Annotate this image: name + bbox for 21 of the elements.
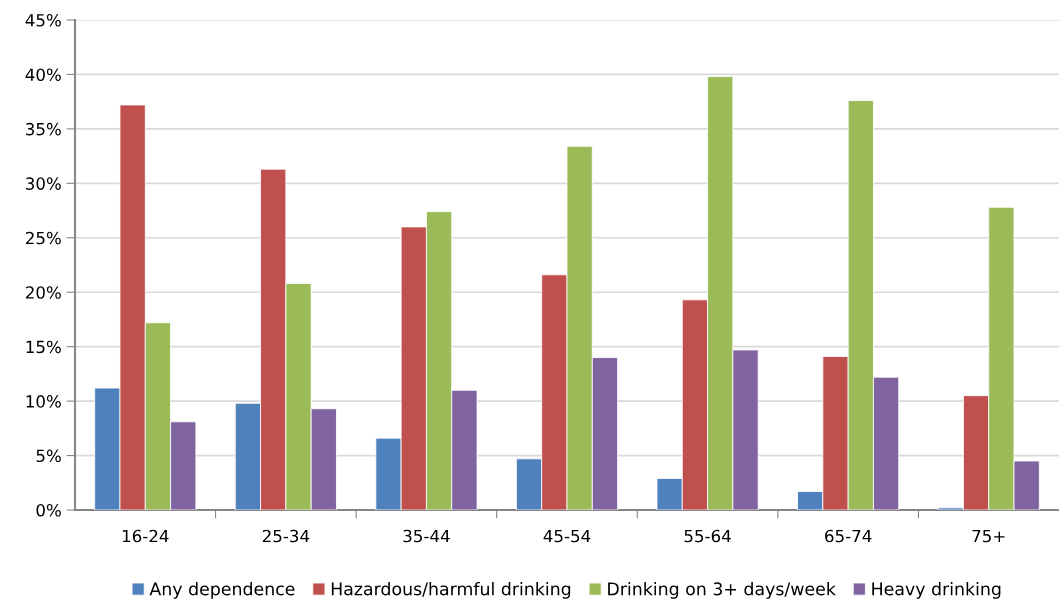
x-tick-label: 45-54: [543, 529, 591, 543]
legend-label: Any dependence: [149, 581, 295, 599]
y-tick-label: 30%: [26, 177, 61, 190]
x-tick-label: 55-64: [684, 529, 731, 543]
y-tick-label: 5%: [36, 449, 61, 463]
y-tick-label: 35%: [26, 122, 61, 136]
y-tick-label: 15%: [26, 340, 61, 354]
y-tick-label: 10%: [26, 395, 61, 408]
y-tick-label: 45%: [25, 13, 61, 27]
y-tick-label: 20%: [25, 286, 61, 299]
y-tick-label: 0%: [36, 503, 61, 517]
x-tick-label: 65-74: [825, 529, 872, 543]
y-tick-label: 40%: [25, 68, 61, 82]
legend-label: Hazardous/harmful drinking: [331, 581, 571, 599]
legend-label: Heavy drinking: [872, 581, 1001, 599]
x-tick-label: 35-44: [403, 529, 450, 543]
legend-label: Drinking on 3+ days/week: [608, 581, 836, 599]
x-tick-label: 25-34: [262, 529, 310, 543]
y-tick-label: 25%: [25, 231, 61, 245]
x-tick-label: 75+: [972, 529, 1005, 543]
x-tick-label: 16-24: [122, 529, 169, 543]
